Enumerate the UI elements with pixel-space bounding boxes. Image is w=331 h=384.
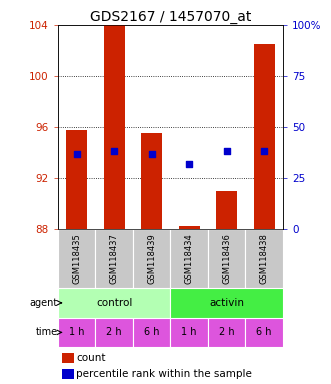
Point [224, 148, 229, 154]
Bar [95, 318, 133, 347]
Text: GSM118437: GSM118437 [110, 233, 119, 284]
Bar [95, 229, 133, 288]
Point [149, 151, 154, 157]
Bar [170, 229, 208, 288]
Text: percentile rank within the sample: percentile rank within the sample [76, 369, 252, 379]
Point [112, 148, 117, 154]
Text: 2 h: 2 h [219, 328, 235, 338]
Bar [63, 353, 74, 363]
Bar [208, 318, 246, 347]
Text: GSM118434: GSM118434 [185, 233, 194, 284]
Bar [104, 25, 124, 229]
Bar [58, 288, 170, 318]
Bar [246, 318, 283, 347]
Point [187, 161, 192, 167]
Text: agent: agent [30, 298, 58, 308]
Point [261, 148, 267, 154]
Title: GDS2167 / 1457070_at: GDS2167 / 1457070_at [90, 10, 251, 24]
Point [74, 151, 79, 157]
Bar [170, 318, 208, 347]
Bar [66, 129, 87, 229]
Bar [133, 229, 170, 288]
Text: 6 h: 6 h [144, 328, 160, 338]
Text: 6 h: 6 h [257, 328, 272, 338]
Text: GSM118439: GSM118439 [147, 233, 156, 284]
Bar [170, 288, 283, 318]
Text: GSM118436: GSM118436 [222, 233, 231, 284]
Bar [246, 229, 283, 288]
Bar [58, 318, 95, 347]
Bar [58, 229, 95, 288]
Text: GSM118438: GSM118438 [260, 233, 269, 284]
Text: count: count [76, 353, 106, 363]
Text: activin: activin [209, 298, 244, 308]
Text: GSM118435: GSM118435 [72, 233, 81, 284]
Text: time: time [36, 328, 58, 338]
Text: 1 h: 1 h [69, 328, 84, 338]
Bar [216, 191, 237, 229]
Bar [63, 369, 74, 379]
Text: 1 h: 1 h [181, 328, 197, 338]
Bar [133, 318, 170, 347]
Bar [208, 229, 246, 288]
Bar [254, 44, 274, 229]
Text: control: control [96, 298, 132, 308]
Bar [179, 227, 200, 229]
Bar [141, 133, 162, 229]
Text: 2 h: 2 h [106, 328, 122, 338]
